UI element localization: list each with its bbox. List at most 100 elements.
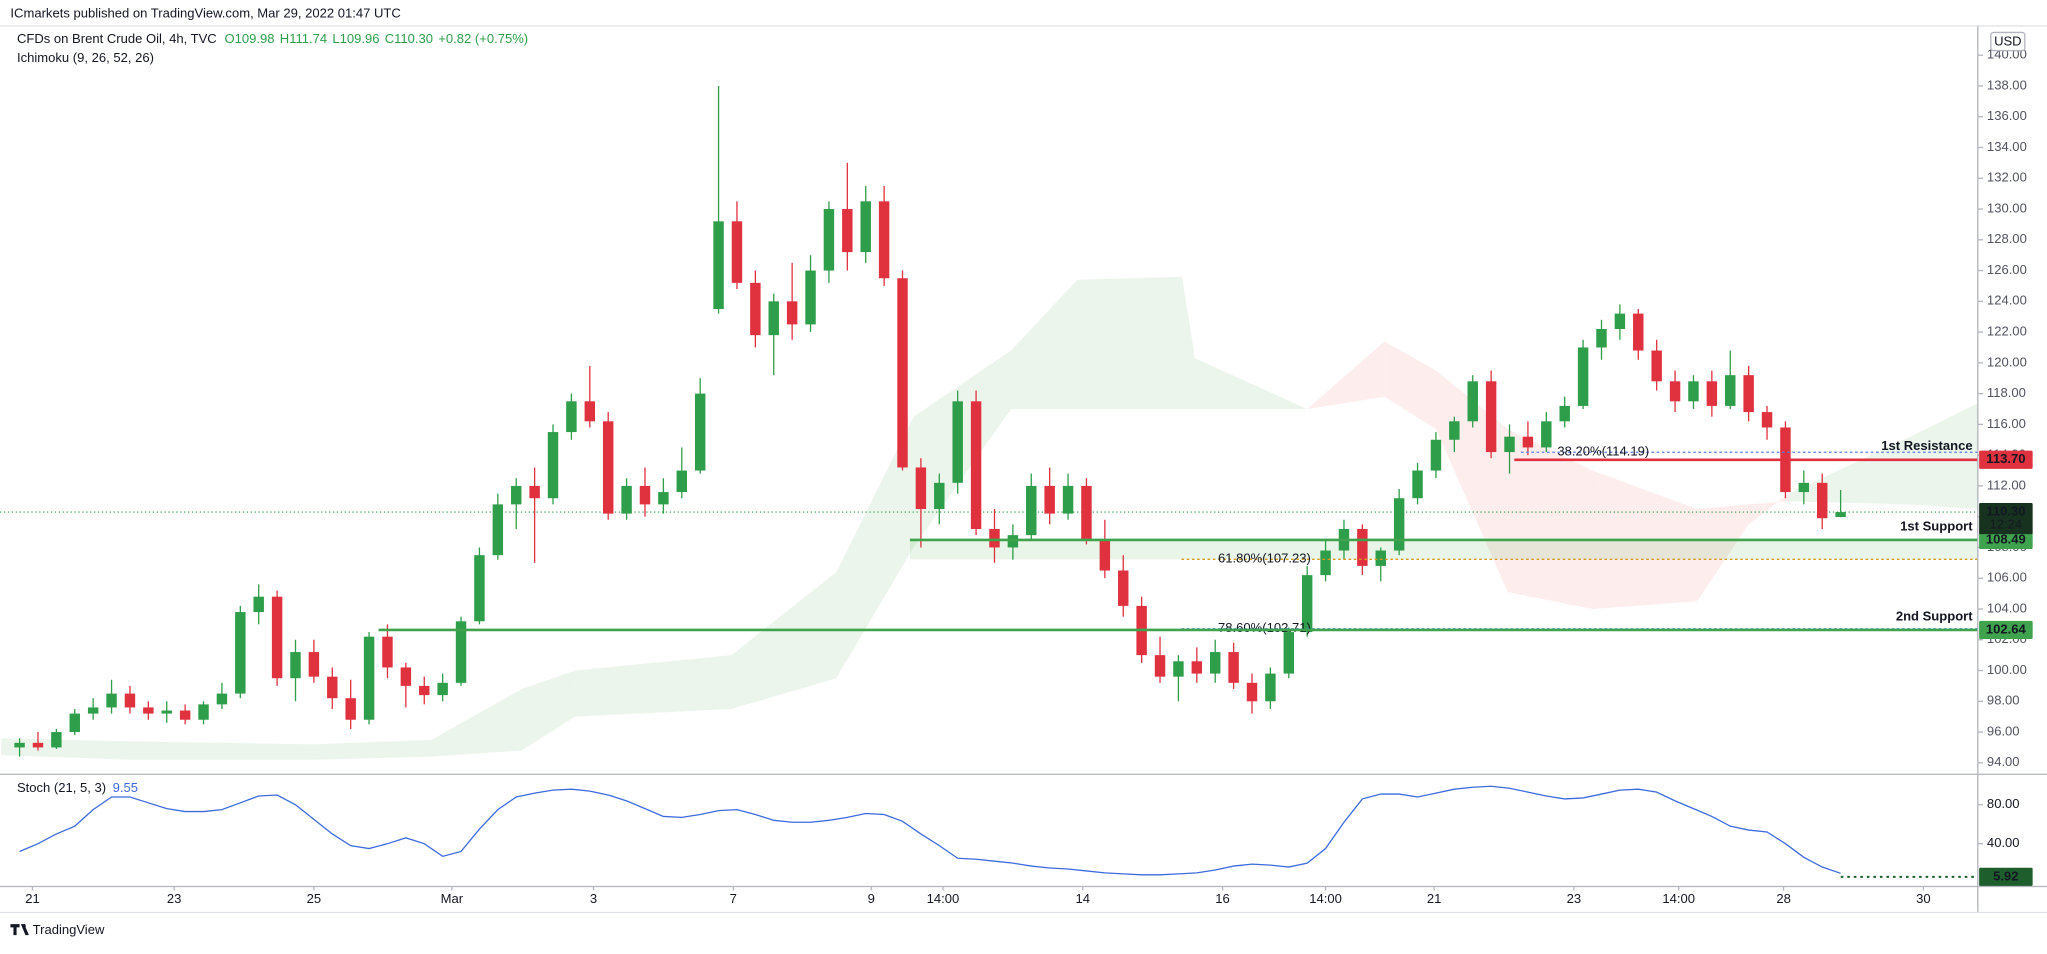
candle-body xyxy=(308,652,320,677)
candle-body xyxy=(290,652,301,679)
candle-body xyxy=(1725,375,1736,406)
candle-body xyxy=(547,432,559,499)
candle-body xyxy=(1706,381,1718,406)
candle-body xyxy=(455,621,467,683)
y-tick-label: 96.00 xyxy=(1987,724,2020,739)
ichimoku-cloud-segment xyxy=(521,670,576,751)
candle-body xyxy=(363,636,375,720)
ichimoku-cloud-segment xyxy=(1182,276,1195,410)
stoch-value: 9.55 xyxy=(113,781,138,796)
candle-body xyxy=(1577,347,1589,406)
ichimoku-cloud-segment xyxy=(1194,358,1308,410)
x-tick-label: 14:00 xyxy=(1662,891,1695,906)
stoch-title: Stoch (21, 5, 3) xyxy=(17,781,106,796)
candle-body xyxy=(1099,539,1111,571)
candle-body xyxy=(1614,313,1626,330)
candle-body xyxy=(676,470,687,493)
ichimoku-cloud-segment xyxy=(731,572,837,709)
candle-body xyxy=(823,209,835,271)
x-tick-label: 23 xyxy=(1567,891,1582,906)
candle-body xyxy=(1835,512,1846,517)
candle-body xyxy=(1633,313,1644,351)
currency[interactable]: USD xyxy=(1994,34,2022,49)
candle-body xyxy=(198,704,209,720)
x-tick-label: 23 xyxy=(167,891,182,906)
candle-body xyxy=(143,707,154,714)
ichimoku-cloud-segment xyxy=(1307,341,1385,410)
candle-body xyxy=(1761,412,1773,428)
candle-body xyxy=(805,270,816,325)
fib-label: 61.80%(107.23) xyxy=(1218,551,1311,566)
candle-body xyxy=(271,596,283,679)
x-tick-label: 7 xyxy=(730,891,737,906)
stoch-legend: Stoch (21, 5, 3) 9.55 xyxy=(17,781,138,796)
candle-body xyxy=(842,209,853,253)
level-price-label: 108.49 xyxy=(1986,531,2026,546)
stoch-level-label: 5.92 xyxy=(1993,868,2018,883)
candle-body xyxy=(786,301,798,325)
y-tick-label: 100.00 xyxy=(1987,662,2027,677)
currency-box[interactable] xyxy=(1990,31,2026,52)
ichimoku-cloud-segment xyxy=(431,688,522,757)
candle-body xyxy=(915,467,927,509)
legend-open: O109.98 xyxy=(225,32,275,47)
y-tick-label: 98.00 xyxy=(1987,693,2020,708)
legend-low: L109.96 xyxy=(332,32,379,47)
level-price-label: 113.70 xyxy=(1986,451,2025,466)
legend: CFDs on Brent Crude Oil, 4h, TVC O109.98 H… xyxy=(17,32,528,47)
y-tick-label: 120.00 xyxy=(1987,354,2027,369)
candle-body xyxy=(658,492,669,505)
stoch-level-box xyxy=(1979,867,2033,886)
y-tick-label: 134.00 xyxy=(1987,139,2027,154)
x-tick-label: 3 xyxy=(590,891,597,906)
candle-body xyxy=(768,301,779,336)
candle-body xyxy=(750,282,761,336)
ichimoku-cloud-segment xyxy=(1384,341,1436,429)
candle-body xyxy=(235,612,246,694)
x-tick-label: 16 xyxy=(1215,891,1230,906)
logo-dot xyxy=(22,924,26,928)
candle-body xyxy=(106,693,117,708)
y-tick-label: 138.00 xyxy=(1987,77,2027,92)
y-tick-label: 106.00 xyxy=(1987,570,2027,585)
candle-body xyxy=(1228,652,1239,683)
candle-body xyxy=(69,713,80,733)
candle-body xyxy=(1044,485,1055,514)
candle-body xyxy=(602,421,614,514)
x-tick-label: 21 xyxy=(25,891,40,906)
y-tick-label: 112.00 xyxy=(1987,477,2026,492)
x-tick-label: 14:00 xyxy=(927,891,960,906)
ichimoku-cloud-segment xyxy=(1011,279,1078,410)
legend-close: C110.30 xyxy=(385,32,433,47)
ichimoku-cloud-segment xyxy=(1697,504,1749,602)
candle-body xyxy=(713,221,724,310)
level-name: 1st Resistance xyxy=(1881,438,1972,453)
candle-body xyxy=(1412,470,1423,499)
candle-body xyxy=(1798,482,1810,493)
candle-body xyxy=(529,485,540,499)
candle-body xyxy=(1504,436,1515,453)
candle-body xyxy=(1541,421,1552,448)
stoch-line xyxy=(19,785,1841,876)
candle-body xyxy=(897,278,908,468)
y-tick-label: 116.00 xyxy=(1987,416,2026,431)
candle-body xyxy=(1191,661,1203,674)
candle-body xyxy=(87,707,99,714)
y-tick-label: 94.00 xyxy=(1987,754,2020,769)
footer-logo xyxy=(10,924,29,936)
y-tick-label: 124.00 xyxy=(1987,293,2027,308)
stoch-y-tick-label: 80.00 xyxy=(1987,796,2020,811)
candle-body xyxy=(124,693,136,708)
support-zone xyxy=(909,539,1978,560)
legend-high: H111.74 xyxy=(280,32,327,47)
candle-body xyxy=(584,401,596,422)
publish-header: ICmarkets published on TradingView.com, … xyxy=(10,6,400,21)
indicator-label: Ichimoku (9, 26, 52, 26) xyxy=(17,50,154,65)
candle-body xyxy=(566,401,577,433)
candle-body xyxy=(1301,575,1313,633)
candle-body xyxy=(1154,655,1166,677)
ichimoku-cloud-segment xyxy=(575,655,732,717)
candle-body xyxy=(860,201,871,253)
